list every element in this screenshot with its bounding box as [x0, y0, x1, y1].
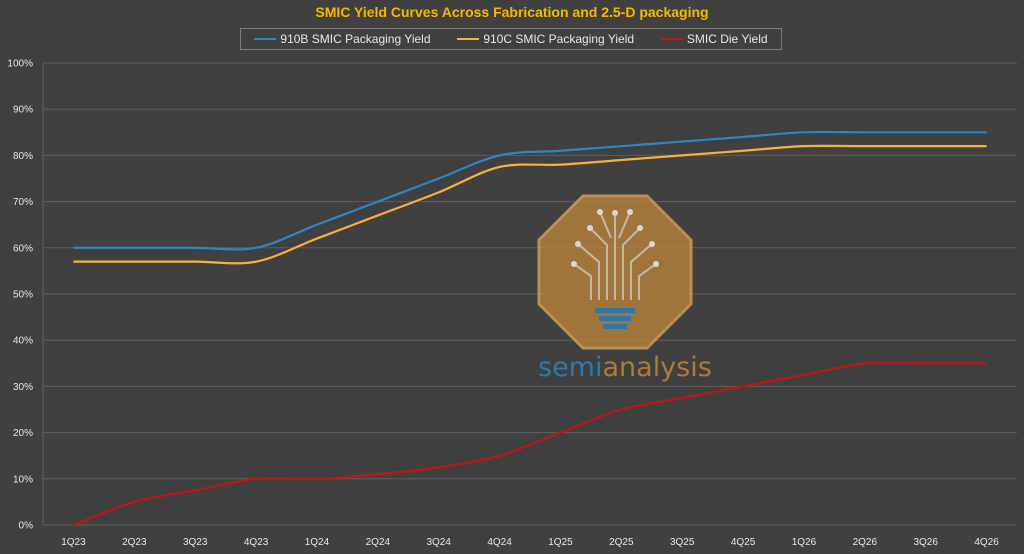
x-tick-label: 4Q25: [731, 537, 756, 548]
legend-item-910b: 910B SMIC Packaging Yield: [254, 32, 431, 46]
x-tick-label: 2Q23: [122, 537, 147, 548]
y-tick-label: 30%: [13, 382, 33, 393]
x-axis-ticks: 1Q23 2Q23 3Q23 4Q23 1Q24 2Q24 3Q24 4Q24 1Q25 2Q25…: [61, 537, 999, 548]
grid: [42, 62, 1017, 526]
logo-base-bar: [603, 324, 627, 329]
x-tick-label: 1Q26: [792, 537, 817, 548]
y-tick-label: 10%: [13, 474, 33, 485]
x-tick-label: 3Q25: [670, 537, 695, 548]
legend-item-910c: 910C SMIC Packaging Yield: [457, 32, 634, 46]
y-tick-label: 70%: [13, 197, 33, 208]
circuit-nodes: [571, 209, 659, 267]
logo-wordmark-semi: semi: [538, 352, 602, 383]
x-tick-label: 1Q23: [61, 537, 86, 548]
x-tick-label: 3Q23: [183, 537, 208, 548]
semianalysis-logo: semianalysis: [537, 194, 712, 383]
x-tick-label: 4Q23: [244, 537, 269, 548]
x-tick-label: 4Q24: [487, 537, 512, 548]
x-tick-label: 2Q24: [366, 537, 391, 548]
y-axis-ticks: 0% 10% 20% 30% 40% 50% 60% 70% 80% 90% 100%: [7, 59, 33, 532]
logo-wordmark-analysis: analysis: [602, 352, 711, 383]
x-tick-label: 1Q24: [305, 537, 330, 548]
legend-swatch-910b: [254, 38, 277, 40]
circuit-tree-icon: [573, 211, 657, 300]
x-tick-label: 3Q24: [426, 537, 451, 548]
legend-label-910c: 910C SMIC Packaging Yield: [483, 32, 635, 46]
y-tick-label: 60%: [13, 243, 33, 254]
legend: 910B SMIC Packaging Yield 910C SMIC Pack…: [240, 28, 782, 50]
legend-label-910b: 910B SMIC Packaging Yield: [280, 32, 431, 46]
logo-wordmark: semianalysis: [538, 352, 712, 383]
y-tick-label: 80%: [13, 151, 33, 162]
x-tick-label: 3Q26: [913, 537, 938, 548]
x-tick-label: 4Q26: [974, 537, 999, 548]
y-tick-label: 90%: [13, 105, 33, 116]
logo-base-bar: [595, 308, 635, 313]
x-tick-label: 1Q25: [548, 537, 573, 548]
y-tick-label: 50%: [13, 290, 33, 301]
series-line-1: [73, 144, 987, 265]
y-tick-label: 0%: [19, 521, 34, 532]
chart-title: SMIC Yield Curves Across Fabrication and…: [315, 4, 709, 20]
legend-swatch-die: [660, 38, 683, 40]
legend-swatch-910c: [457, 38, 480, 40]
x-tick-label: 2Q25: [609, 537, 634, 548]
y-tick-label: 100%: [7, 59, 33, 70]
y-tick-label: 40%: [13, 336, 33, 347]
x-tick-label: 2Q26: [853, 537, 878, 548]
series-line-0: [73, 130, 987, 251]
legend-label-die: SMIC Die Yield: [686, 32, 768, 46]
y-tick-label: 20%: [13, 428, 33, 439]
legend-item-die: SMIC Die Yield: [660, 32, 768, 46]
series-line-2: [73, 361, 987, 527]
logo-base-bar: [599, 316, 631, 321]
series: [73, 130, 987, 527]
